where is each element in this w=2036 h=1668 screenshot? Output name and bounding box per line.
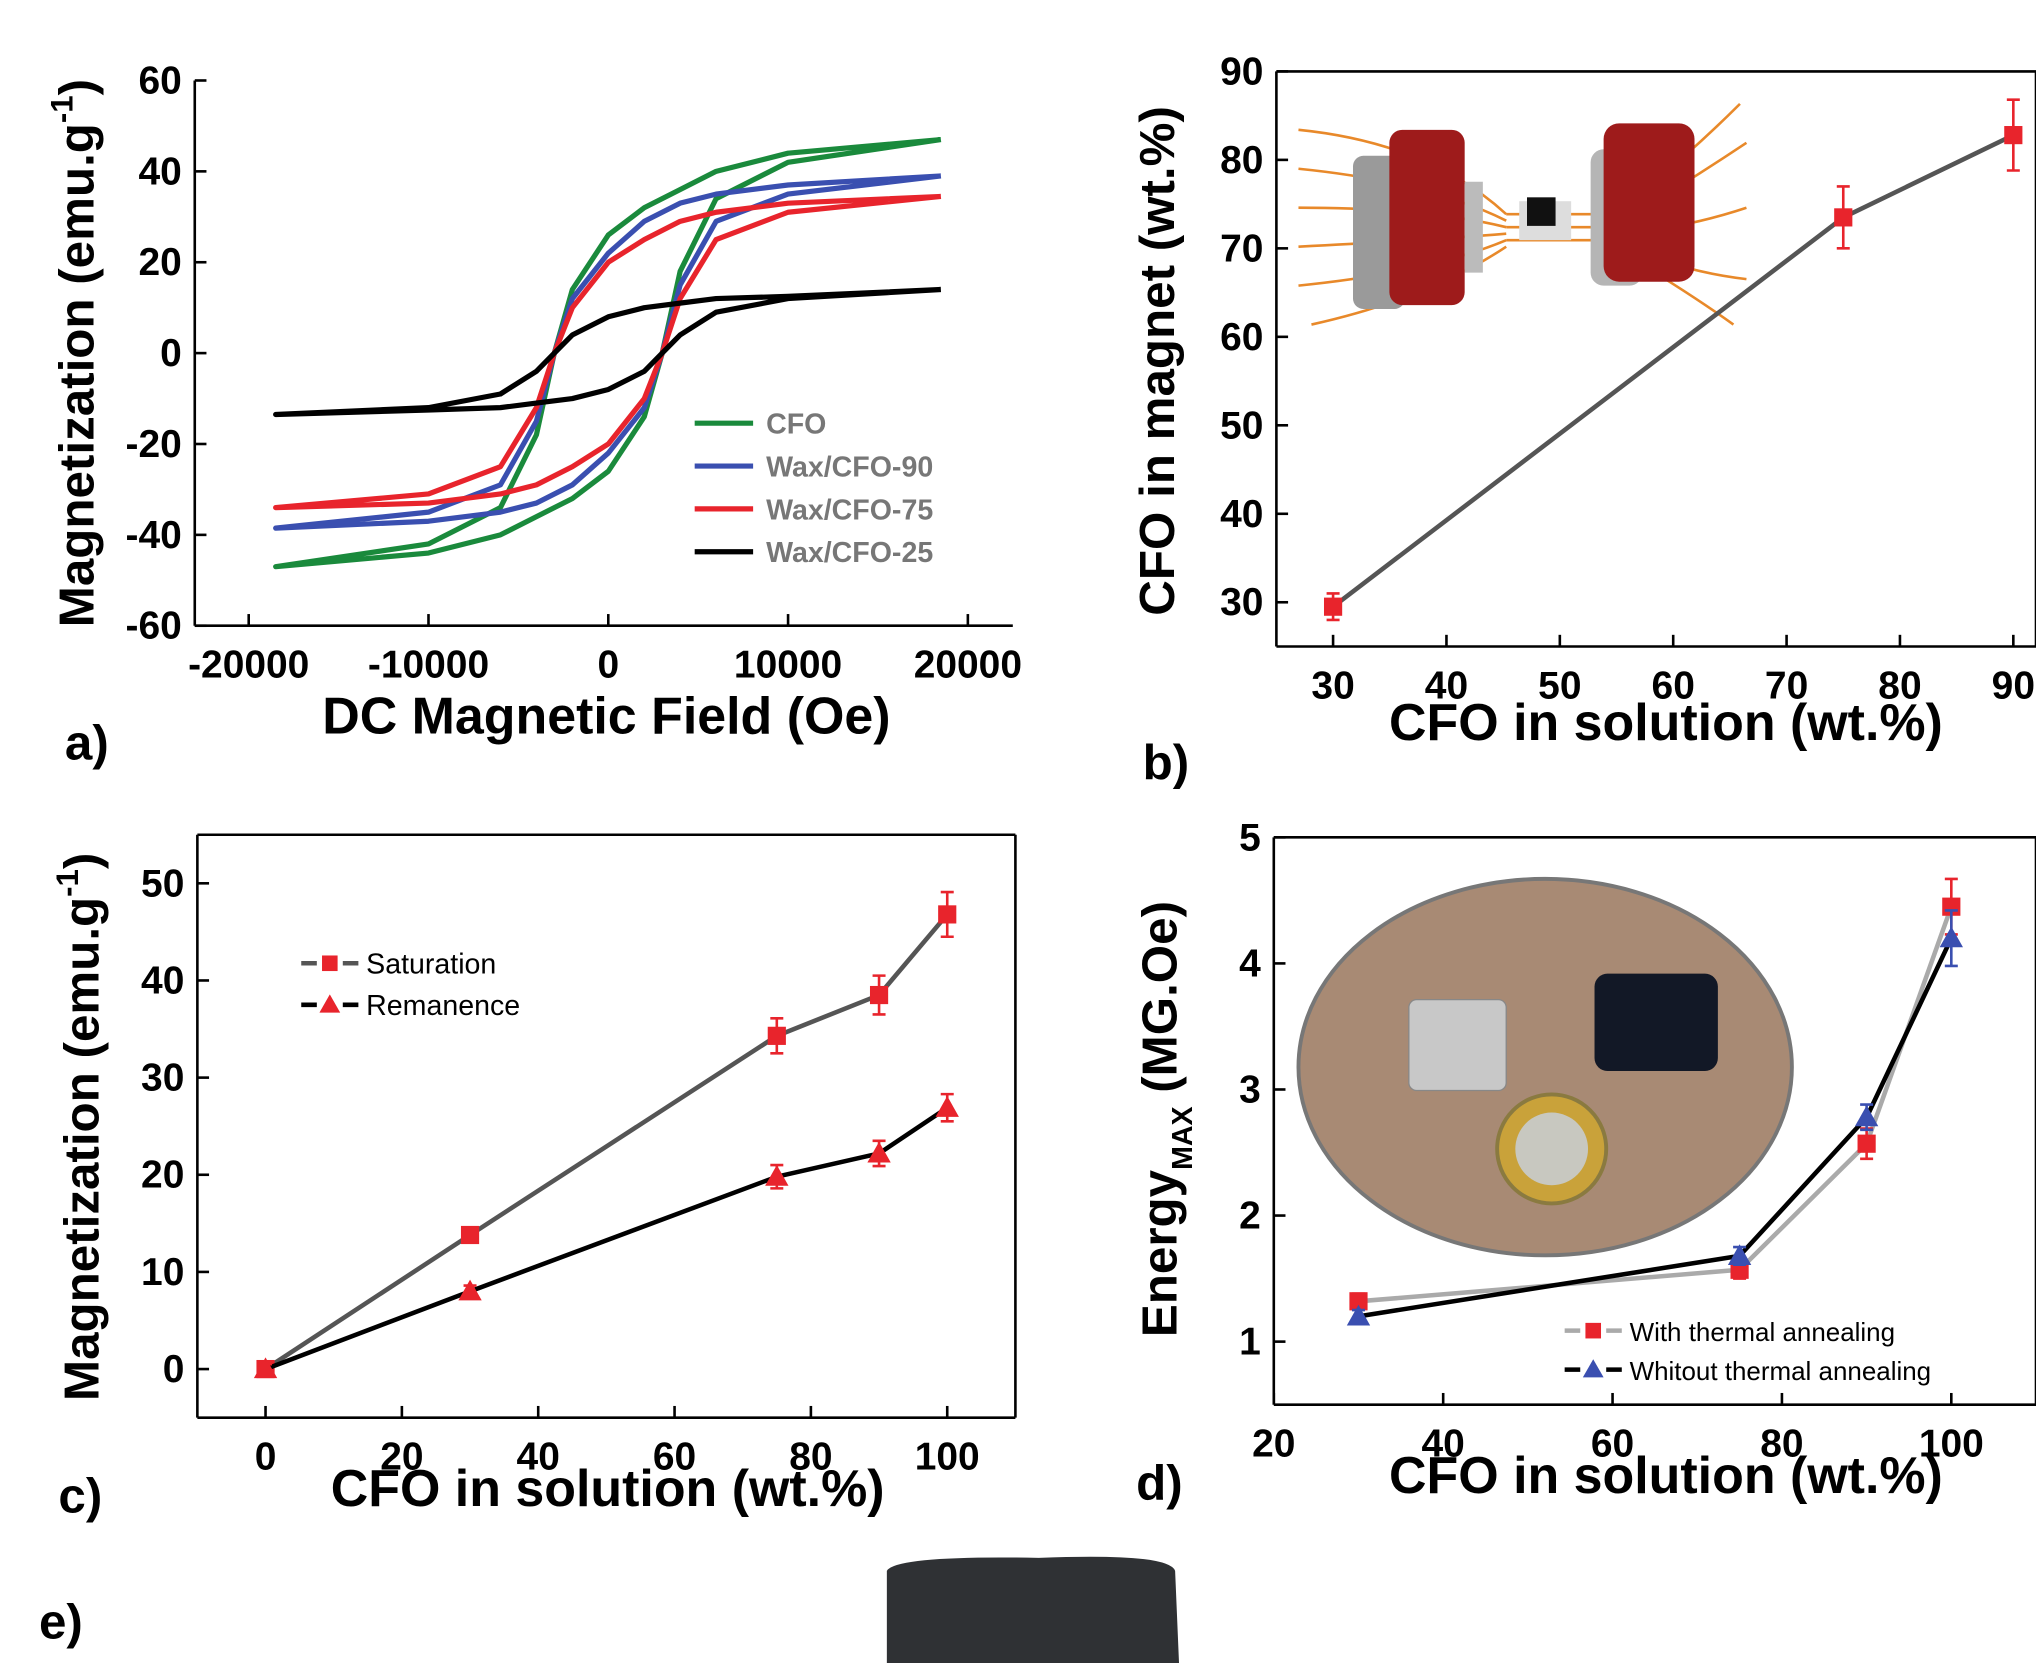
y-tick-label: -20 [125,423,181,466]
marker [1858,1135,1876,1153]
y-axis-title: Magnetization (emu.g-1) [45,79,105,627]
y-tick-label: 50 [1220,404,1263,447]
x-tick-label: 30 [1311,664,1354,707]
marker [2004,126,2022,144]
marker [870,986,888,1004]
marker [1324,598,1342,616]
panel-label: c) [58,1468,102,1523]
x-axis-title: CFO in solution (wt.%) [331,1460,885,1518]
y-tick-label: 80 [1220,139,1263,182]
panel-label: e) [39,1594,83,1649]
inset-electromagnet [1298,104,1746,325]
panel-label: b) [1143,735,1190,790]
y-tick-label: 0 [160,332,182,375]
y-tick-label: 1 [1239,1321,1261,1364]
y-tick-label: 20 [141,1154,184,1197]
y-axis-title: EnergyMAX (MG.Oe) [1132,901,1199,1337]
x-axis-title: CFO in solution (wt.%) [1389,694,1943,752]
y-tick-label: 0 [163,1348,185,1391]
marker [867,1142,890,1163]
y-tick-label: 40 [141,959,184,1002]
series-line [276,289,941,414]
legend-label: Wax/CFO-75 [766,494,933,526]
x-tick-label: -20000 [188,644,309,687]
y-title-main: Energy [1132,1169,1187,1337]
y-tick-label: 40 [1220,493,1263,536]
y-title-end: ) [55,853,110,869]
figure: -20000-1000001000020000-60-40-200204060D… [0,0,2036,1663]
legend-label: Wax/CFO-90 [766,451,933,483]
x-tick-label: 20000 [914,644,1022,687]
x-tick-label: 0 [597,644,619,687]
y-title-sup: -1 [50,869,85,897]
panel-label: d) [1136,1455,1183,1510]
y-title-main: CFO in magnet (wt.%) [1130,106,1185,616]
y-tick-label: 2 [1239,1195,1261,1238]
y-title-main: Magnetization (emu.g [55,897,110,1401]
legend-label: Saturation [366,949,496,981]
y-tick-label: 60 [1220,316,1263,359]
y-tick-label: 20 [138,241,181,284]
series-line [266,914,948,1369]
legend-label: Remanence [366,990,520,1022]
x-tick-label: 100 [915,1436,980,1479]
marker [461,1226,479,1244]
legend-label: CFO [766,409,826,441]
y-tick-label: 30 [1220,581,1263,624]
marker [768,1027,786,1045]
panel-label: a) [65,715,109,770]
y-tick-label: 5 [1239,816,1261,859]
marker [1834,208,1852,226]
legend-marker [322,955,338,971]
y-tick-label: 3 [1239,1068,1261,1111]
x-axis-title: DC Magnetic Field (Oe) [322,687,890,745]
y-tick-label: 40 [138,150,181,193]
legend-label: With thermal annealing [1630,1317,1895,1347]
panel-e-photo [887,1557,1179,1663]
x-tick-label: 20 [1252,1423,1295,1466]
y-title-end: (MG.Oe) [1132,901,1187,1107]
legend-marker [1583,1359,1604,1377]
y-tick-label: 70 [1220,227,1263,270]
y-tick-label: -40 [125,514,181,557]
y-tick-label: 60 [138,59,181,102]
panel: -20000 -10000 0 10000 20000 -60 -40 -20 0 20 40 60 D… [45,59,1022,770]
legend-label: Wax/CFO-25 [766,537,933,569]
legend-marker [319,994,340,1012]
y-tick-label: 10 [141,1251,184,1294]
marker [938,905,956,923]
legend-marker [1585,1323,1601,1339]
y-tick-label: 30 [141,1057,184,1100]
y-tick-label: 4 [1239,942,1261,985]
x-tick-label: 10000 [734,644,842,687]
y-axis-title: CFO in magnet (wt.%) [1130,106,1185,616]
y-title-sub: MAX [1167,1106,1199,1169]
legend-label: Whitout thermal annealing [1630,1356,1932,1386]
x-tick-label: 90 [1992,664,2035,707]
y-tick-label: 50 [141,862,184,905]
x-tick-label: 0 [255,1436,277,1479]
marker [936,1096,959,1117]
y-title-sup: -1 [45,95,80,123]
y-axis-title: Magnetization (emu.g-1) [50,853,110,1401]
x-axis-title: CFO in solution (wt.%) [1389,1447,1943,1505]
y-title-main: Magnetization (emu.g [49,123,104,627]
y-title-end: ) [49,79,104,95]
y-tick-label: 90 [1220,50,1263,93]
y-tick-label: -60 [125,605,181,648]
x-tick-label: -10000 [368,644,489,687]
inset-photo [1298,879,1791,1255]
